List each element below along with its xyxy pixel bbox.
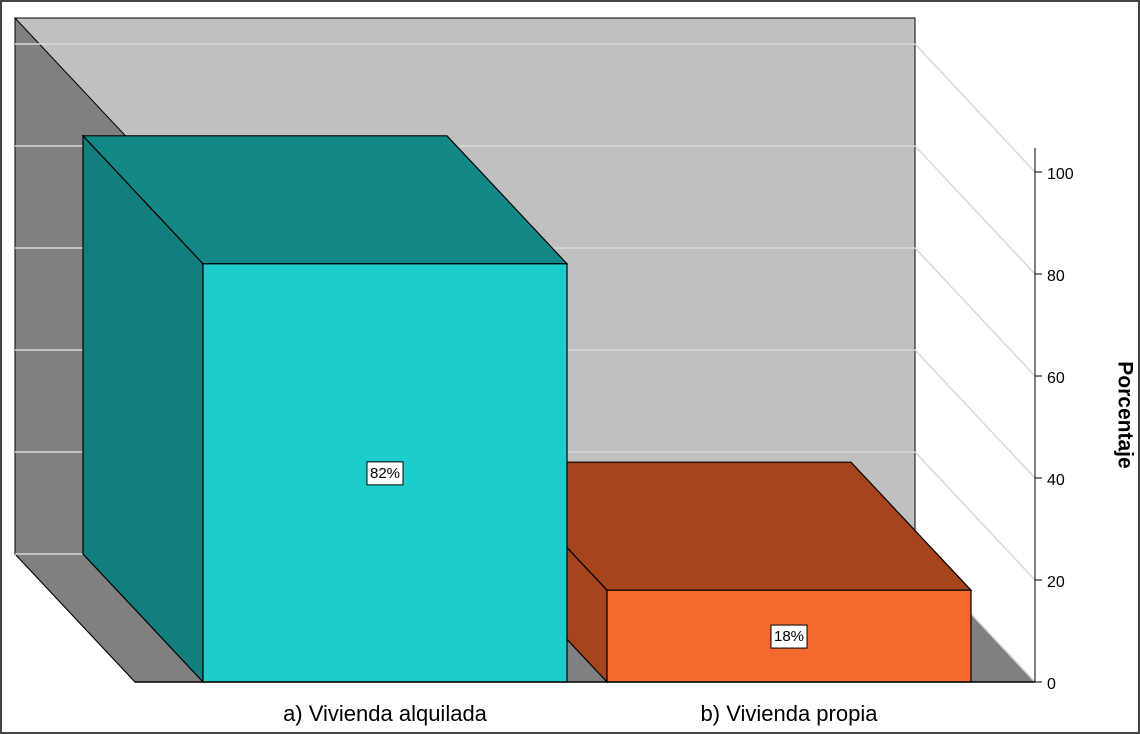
y-tick-label: 40 [1047, 472, 1065, 489]
y-tick-label: 20 [1047, 574, 1065, 591]
grid-line [914, 451, 1036, 581]
grid-line [914, 349, 1036, 479]
grid-line [914, 145, 1036, 275]
data-label-box [366, 461, 404, 486]
grid-line [914, 247, 1036, 377]
x-tick-label: b) Vivienda propia [701, 701, 879, 726]
y-axis-title: Porcentaje [1113, 361, 1136, 468]
y-tick-label: 0 [1047, 676, 1056, 693]
y-tick-label: 60 [1047, 370, 1065, 387]
y-tick-label: 100 [1047, 166, 1074, 183]
x-tick-label: a) Vivienda alquilada [283, 701, 488, 726]
data-label: 18% [774, 628, 804, 645]
grid-line [914, 43, 1036, 173]
y-tick-label: 80 [1047, 268, 1065, 285]
data-label: 82% [370, 465, 400, 482]
data-label-box [770, 624, 808, 649]
